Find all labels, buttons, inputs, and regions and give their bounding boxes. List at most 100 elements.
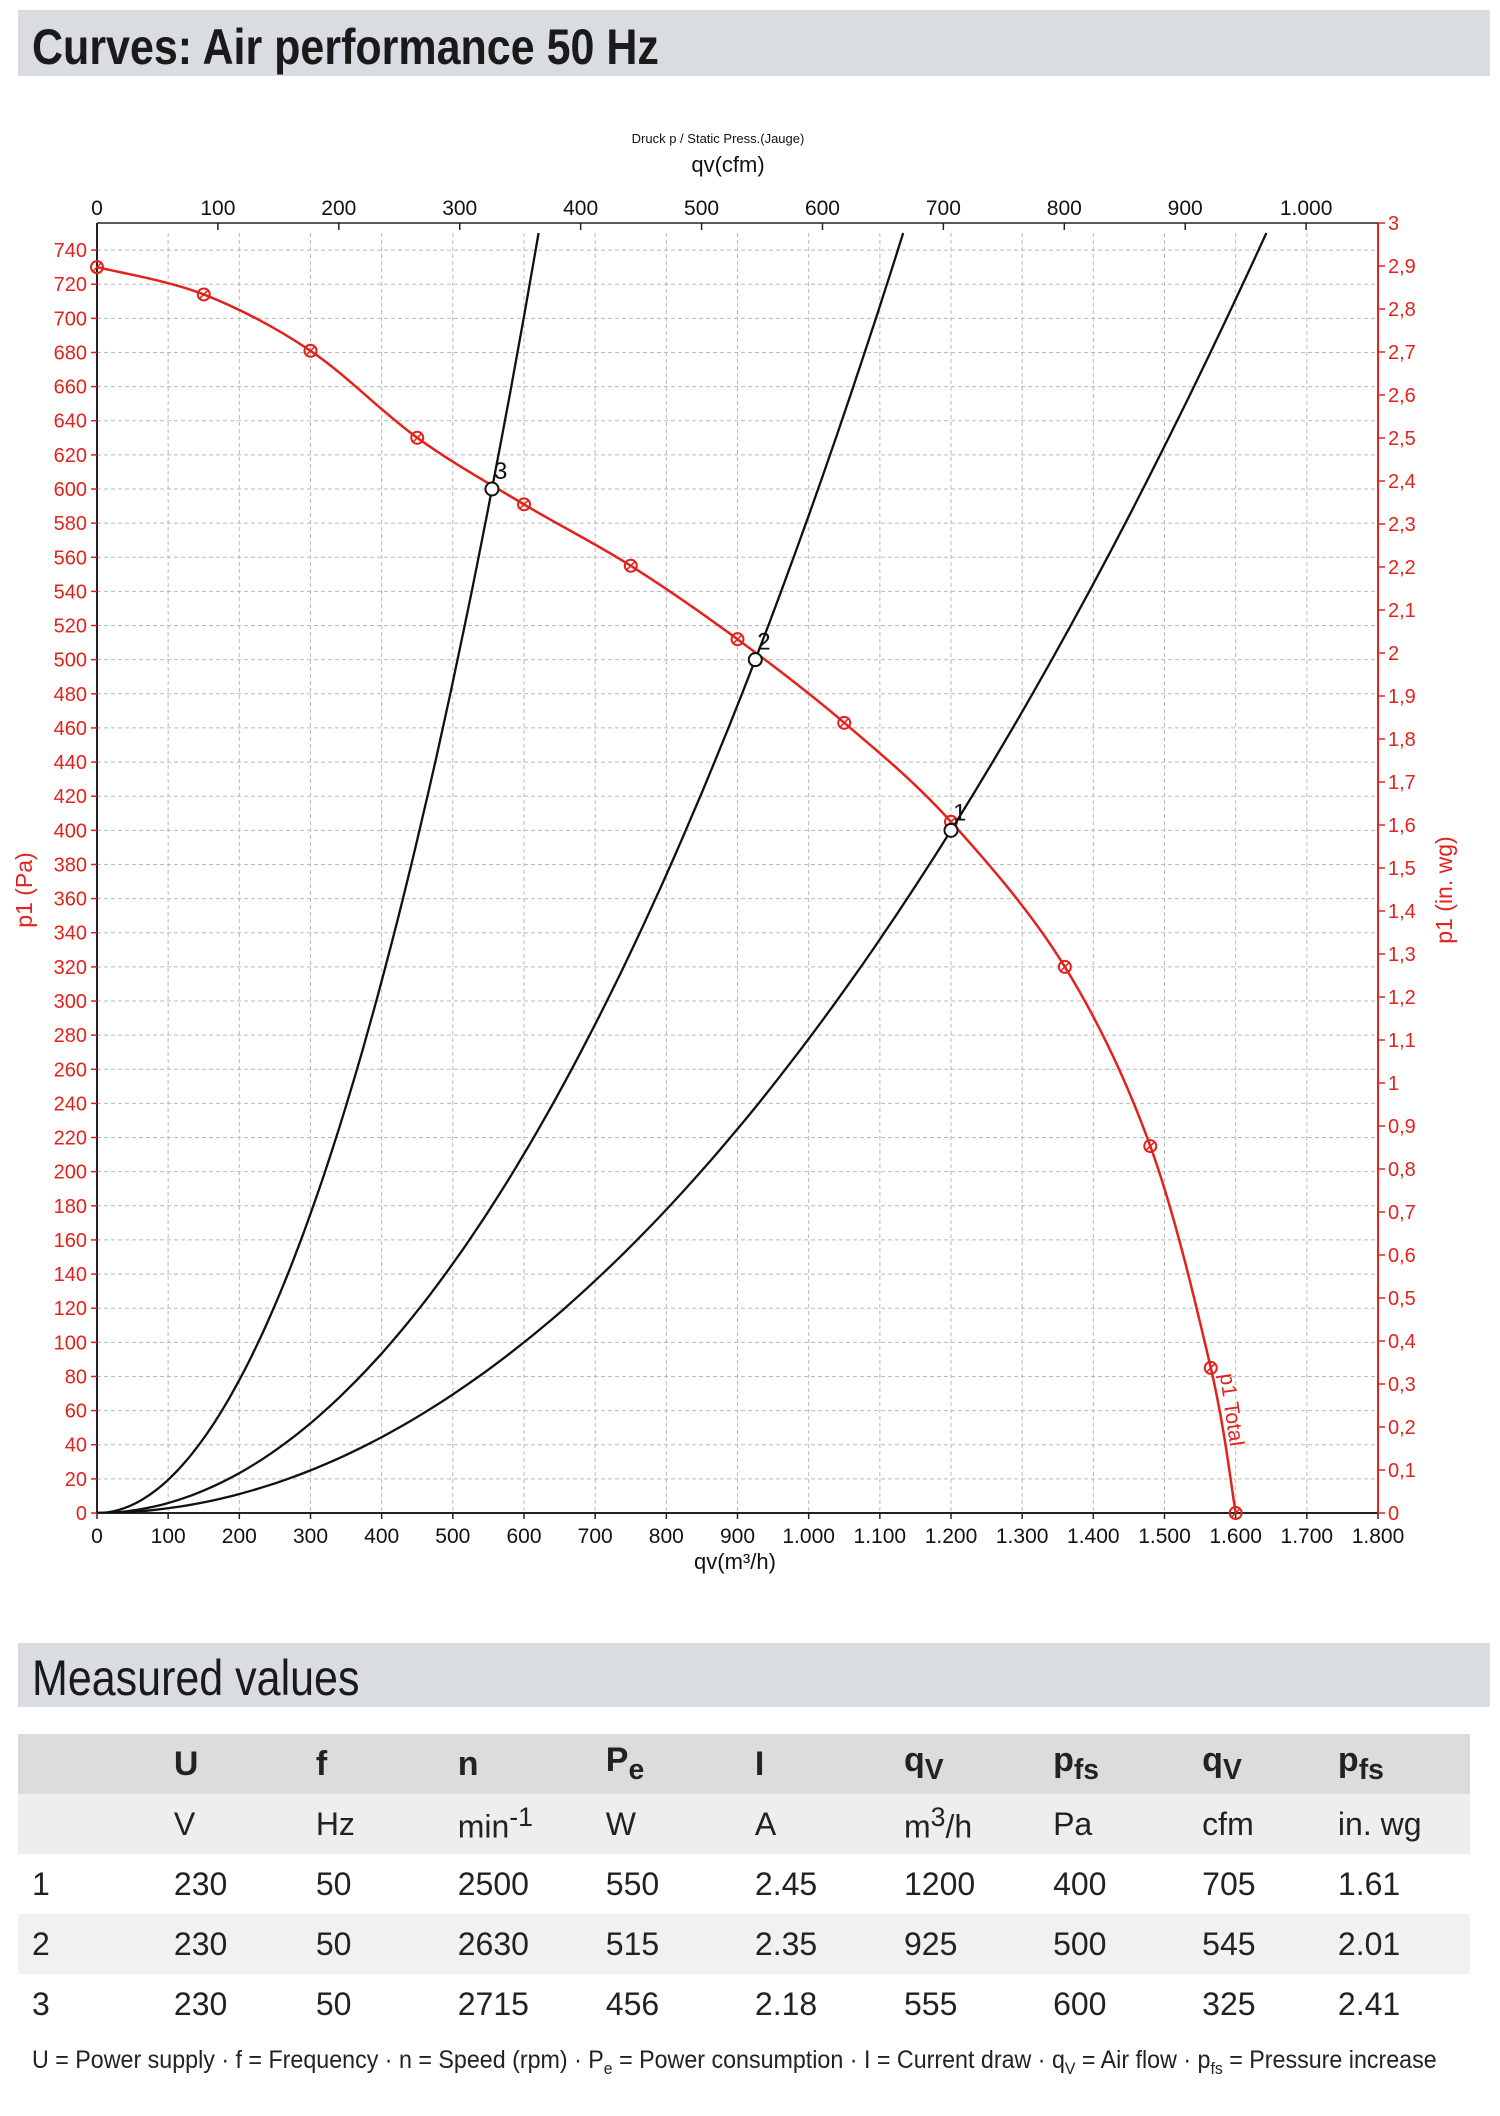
table-cell: 2.45 [740, 1854, 890, 1914]
table-cell: 550 [591, 1854, 741, 1914]
y-left-tick-label: 420 [54, 786, 87, 808]
operating-point-1 [943, 822, 959, 838]
y-right-tick-label: 1,9 [1388, 686, 1416, 708]
x-top-tick-label: 500 [684, 197, 719, 220]
y-left-axis-title: p1 (Pa) [11, 852, 37, 927]
y-left-tick-label: 380 [54, 854, 87, 876]
table-unit-cell: min-1 [443, 1794, 592, 1854]
y-left-tick-label: 260 [54, 1059, 87, 1081]
x-bottom-axis-title: qv(m³/h) [694, 1549, 776, 1574]
x-top-tick-label: 600 [805, 197, 840, 220]
x-tick-label: 100 [151, 1525, 186, 1548]
table-cell: 1200 [889, 1854, 1040, 1914]
table-header-cell: I [740, 1734, 890, 1794]
operating-point-label-1: 1 [953, 799, 966, 826]
pressure-curve-marker-slash [1060, 962, 1070, 972]
table-cell: 50 [301, 1854, 444, 1914]
x-tick-label: 1.600 [1209, 1525, 1262, 1548]
x-tick-label: 400 [364, 1525, 399, 1548]
pressure-curve-marker [837, 715, 852, 730]
y-left-tick-label: 700 [54, 308, 87, 330]
pressure-curve-marker [1143, 1139, 1158, 1154]
table-cell: 400 [1039, 1854, 1189, 1914]
y-left-tick-label: 140 [54, 1264, 87, 1286]
y-right-tick-label: 0,3 [1388, 1374, 1416, 1396]
y-left-tick-label: 360 [54, 889, 87, 911]
x-top-tick-label: 900 [1168, 197, 1203, 220]
pressure-curve-marker-slash [92, 262, 102, 272]
y-right-tick-label: 2 [1388, 643, 1399, 665]
page-title-bar: Curves: Air performance 50 Hz [18, 10, 1490, 76]
table-cell: 705 [1188, 1854, 1324, 1914]
x-top-tick-label: 800 [1047, 197, 1082, 220]
x-tick-label: 1.400 [1067, 1525, 1120, 1548]
y-right-tick-label: 1,6 [1388, 815, 1416, 837]
table-header-cell-empty [18, 1734, 160, 1794]
table-cell: 500 [1039, 1914, 1189, 1974]
table-cell: 2.35 [740, 1914, 890, 1974]
table-cell: 2630 [443, 1914, 592, 1974]
table-unit-cell: in. wg [1323, 1794, 1470, 1854]
y-right-tick-label: 2,1 [1388, 600, 1416, 622]
table-header-cell: n [443, 1734, 592, 1794]
x-tick-label: 1.200 [925, 1525, 978, 1548]
pressure-curve-marker [410, 430, 425, 445]
y-left-tick-label: 200 [54, 1162, 87, 1184]
x-top-tick-label: 700 [926, 197, 961, 220]
y-right-tick-label: 1,5 [1388, 858, 1416, 880]
x-tick-label: 200 [222, 1525, 257, 1548]
table-cell: 3 [18, 1974, 160, 2034]
pressure-curve-marker [1057, 959, 1072, 974]
y-left-tick-label: 740 [54, 240, 87, 262]
operating-point-label-3: 3 [494, 458, 507, 485]
table-unit-cell: A [740, 1794, 890, 1854]
table-unit-cell: V [159, 1794, 302, 1854]
y-left-tick-label: 0 [76, 1503, 87, 1525]
chart-axes [91, 222, 1385, 1519]
table-header-cell: qV [889, 1734, 1040, 1794]
y-right-tick-label: 0,2 [1388, 1417, 1416, 1439]
table-cell: 2.18 [740, 1974, 890, 2034]
x-top-tick-label: 200 [321, 197, 356, 220]
y-left-tick-label: 20 [65, 1469, 87, 1491]
table-row: 2 230 50 2630 515 2.35 925 500 545 2.01 [18, 1914, 1470, 1974]
y-left-tick-label: 340 [54, 923, 87, 945]
table-cell: 2 [18, 1914, 160, 1974]
system-curve-line-1 [97, 232, 540, 1513]
y-right-tick-label: 2,3 [1388, 514, 1416, 536]
measured-values-bar: Measured values [18, 1643, 1490, 1707]
pressure-curve-line [97, 265, 1237, 1513]
y-right-tick-label: 1,2 [1388, 987, 1416, 1009]
table-cell: 545 [1188, 1914, 1324, 1974]
pressure-curve-marker-slash [626, 561, 636, 571]
chart-labels: 0 100 200 300 400 500 600 700 800 900 1.000 1.100 1.… [11, 131, 1457, 1574]
table-row: 1 230 50 2500 550 2.45 1200 400 705 1.61 [18, 1854, 1470, 1914]
y-left-tick-label: 220 [54, 1128, 87, 1150]
x-tick-label: 0 [91, 1525, 103, 1548]
y-left-tick-label: 620 [54, 445, 87, 467]
y-right-tick-label: 0 [1388, 1503, 1399, 1525]
table-row: 3 230 50 2715 456 2.18 555 600 325 2.41 [18, 1974, 1470, 2034]
chart-grid [96, 233, 1379, 1514]
y-left-tick-label: 120 [54, 1298, 87, 1320]
x-top-axis-title: qv(cfm) [691, 152, 764, 177]
table-header-cell: qV [1188, 1734, 1324, 1794]
table-header-cell: f [301, 1734, 444, 1794]
y-left-tick-label: 500 [54, 650, 87, 672]
table-cell: 325 [1188, 1974, 1324, 2034]
table-header-cell: Pe [591, 1734, 741, 1794]
y-right-tick-label: 1,4 [1388, 901, 1416, 923]
y-right-tick-label: 2,7 [1388, 342, 1416, 364]
pressure-curve-marker-slash [732, 634, 743, 644]
table-cell: 50 [301, 1974, 444, 2034]
y-left-tick-label: 600 [54, 479, 87, 501]
operating-point-3 [484, 481, 500, 497]
y-left-tick-label: 300 [54, 991, 87, 1013]
x-tick-label: 1.800 [1352, 1525, 1405, 1548]
x-tick-label: 1.300 [996, 1525, 1049, 1548]
table-header-cell: pfs [1039, 1734, 1189, 1794]
pressure-curve-marker [90, 260, 104, 275]
y-left-tick-label: 460 [54, 718, 87, 740]
